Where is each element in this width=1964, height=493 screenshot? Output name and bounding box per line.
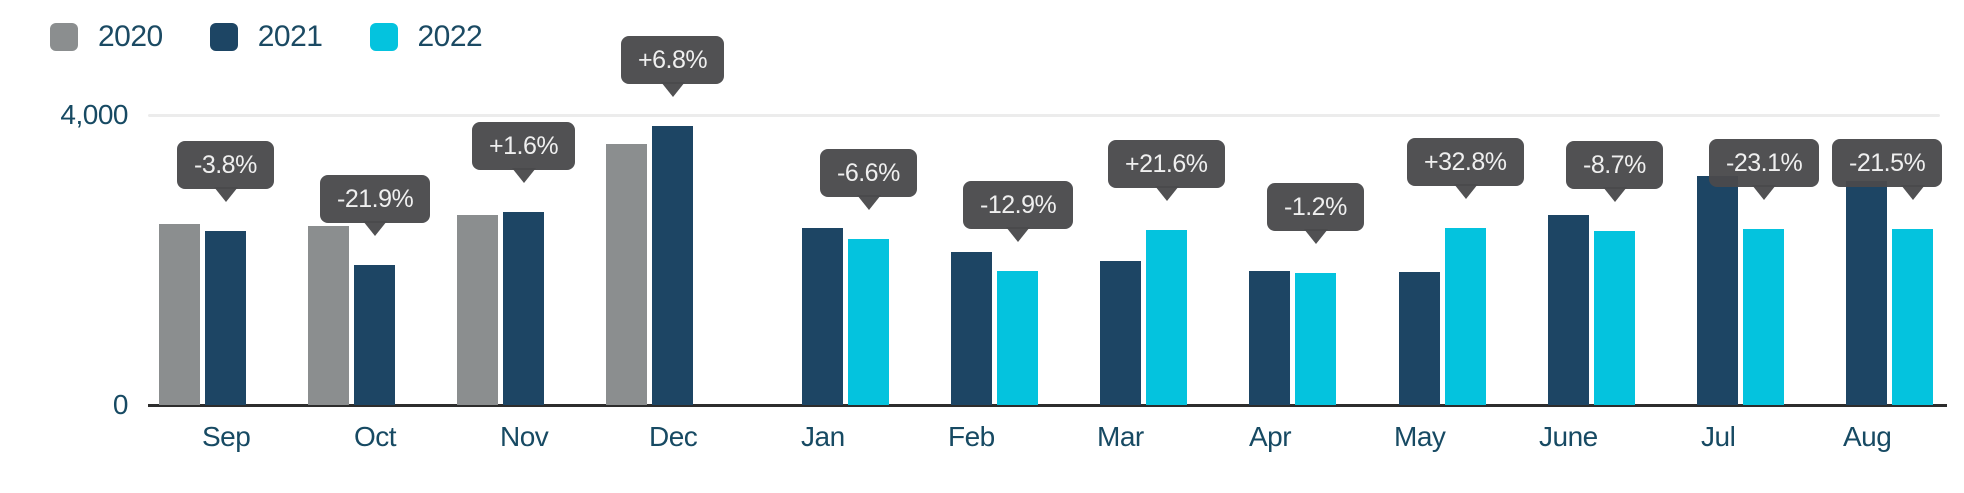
x-axis-label-may: May	[1394, 421, 1446, 452]
bar-jan-2022[interactable]	[848, 239, 889, 405]
tooltip-pointer	[1901, 185, 1925, 200]
bar-may-2022[interactable]	[1445, 228, 1486, 405]
tooltip-pointer	[1155, 186, 1179, 201]
change-tooltip-oct: -21.9%	[320, 175, 431, 223]
change-tooltip-jan: -6.6%	[820, 149, 917, 197]
tooltip-pointer	[1304, 229, 1328, 244]
bar-feb-2021[interactable]	[951, 252, 992, 405]
legend-label: 2020	[98, 20, 163, 53]
bar-mar-2022[interactable]	[1146, 230, 1187, 405]
bar-nov-2020[interactable]	[457, 215, 498, 405]
bar-feb-2022[interactable]	[997, 271, 1038, 405]
tooltip-pointer	[661, 82, 685, 97]
bar-oct-2020[interactable]	[308, 226, 349, 405]
x-axis-label-feb: Feb	[948, 421, 995, 452]
change-tooltip-sep: -3.8%	[177, 141, 274, 189]
legend-swatch-2021	[209, 23, 238, 51]
y-axis-tick-4000: 4,000	[60, 99, 128, 130]
tooltip-pointer	[1006, 227, 1030, 242]
bar-june-2021[interactable]	[1548, 215, 1589, 405]
bar-may-2021[interactable]	[1399, 272, 1440, 405]
legend-item-2022[interactable]: 2022	[369, 20, 483, 53]
change-tooltip-may: +32.8%	[1407, 138, 1524, 186]
tooltip-pointer	[1752, 185, 1776, 200]
bar-apr-2021[interactable]	[1249, 271, 1290, 405]
bar-aug-2022[interactable]	[1892, 229, 1933, 405]
y-axis-tick-0: 0	[112, 389, 129, 420]
bar-nov-2021[interactable]	[503, 212, 544, 405]
x-axis-label-dec: Dec	[649, 421, 698, 452]
x-axis-label-mar: Mar	[1097, 421, 1144, 452]
change-tooltip-apr: -1.2%	[1267, 183, 1364, 231]
x-axis-label-jul: Jul	[1701, 421, 1736, 452]
bar-apr-2022[interactable]	[1295, 273, 1336, 405]
x-axis-label-apr: Apr	[1249, 421, 1292, 452]
legend-swatch-2022	[369, 23, 398, 51]
tooltip-pointer	[512, 168, 536, 183]
tooltip-pointer	[1603, 187, 1627, 202]
change-tooltip-mar: +21.6%	[1108, 140, 1225, 188]
x-axis-label-aug: Aug	[1843, 421, 1892, 452]
x-axis-label-jan: Jan	[801, 421, 845, 452]
bar-dec-2021[interactable]	[652, 126, 693, 405]
bar-jul-2022[interactable]	[1743, 229, 1784, 405]
bar-jul-2021[interactable]	[1697, 176, 1738, 405]
legend-item-2021[interactable]: 2021	[209, 20, 323, 53]
bar-sep-2021[interactable]	[205, 231, 246, 405]
bar-oct-2021[interactable]	[354, 265, 395, 405]
change-tooltip-feb: -12.9%	[963, 181, 1074, 229]
bar-june-2022[interactable]	[1594, 231, 1635, 405]
bar-sep-2020[interactable]	[159, 224, 200, 405]
legend-item-2020[interactable]: 2020	[50, 22, 163, 52]
legend-label: 2021	[257, 20, 323, 53]
x-axis-label-sep: Sep	[202, 421, 251, 452]
chart-legend: 2020 2021 2022	[50, 22, 529, 52]
tooltip-pointer	[214, 187, 238, 202]
legend-swatch-2020	[50, 23, 78, 51]
tooltip-pointer	[363, 221, 387, 236]
legend-label: 2022	[417, 20, 483, 53]
bar-aug-2021[interactable]	[1846, 181, 1887, 405]
bar-dec-2020[interactable]	[606, 144, 647, 405]
bar-mar-2021[interactable]	[1100, 261, 1141, 405]
tooltip-pointer	[857, 195, 881, 210]
x-axis-label-oct: Oct	[354, 421, 397, 452]
tooltip-pointer	[1454, 184, 1478, 199]
change-tooltip-jul: -23.1%	[1709, 139, 1820, 187]
gridline-4000	[148, 114, 1940, 117]
x-axis-label-nov: Nov	[500, 421, 549, 452]
x-axis-label-june: June	[1539, 421, 1598, 452]
x-axis-line	[148, 404, 1947, 407]
bar-jan-2021[interactable]	[802, 228, 843, 405]
change-tooltip-nov: +1.6%	[472, 122, 576, 170]
change-tooltip-dec: +6.8%	[621, 36, 725, 84]
change-tooltip-aug: -21.5%	[1832, 139, 1943, 187]
change-tooltip-june: -8.7%	[1566, 141, 1663, 189]
